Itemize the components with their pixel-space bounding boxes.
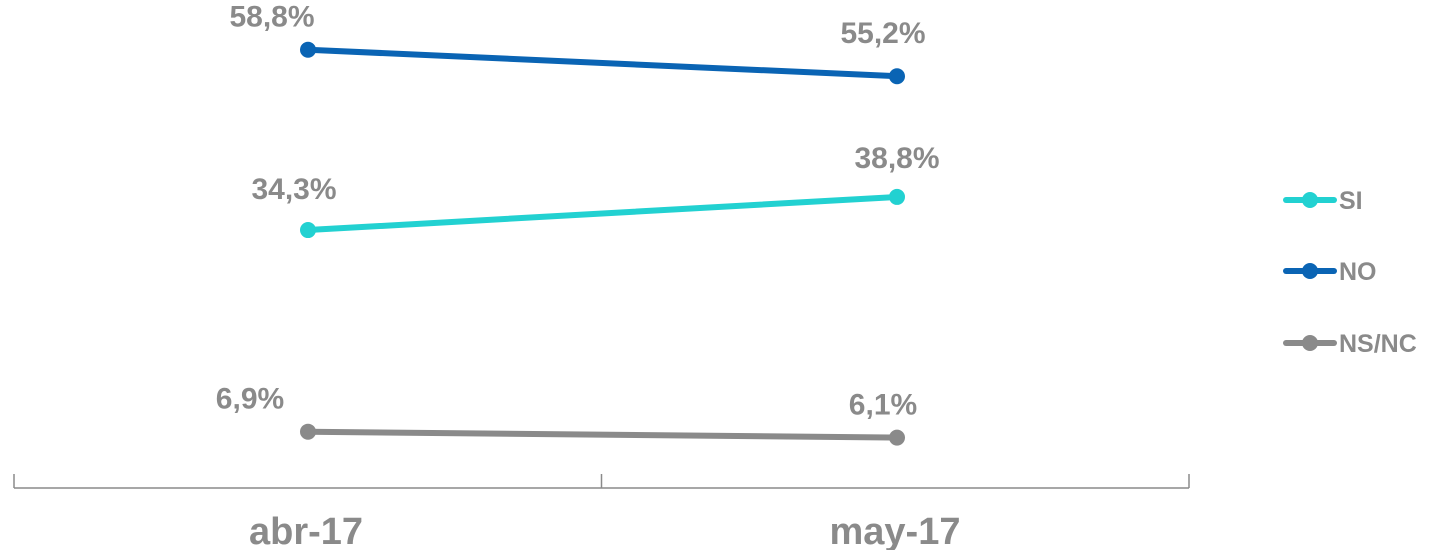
legend-label-ns-nc: NS/NC: [1339, 330, 1417, 358]
data-label-si-may-17: 38,8%: [854, 142, 939, 175]
series-line-no: [305, 46, 900, 80]
series-line-ns-nc: [305, 428, 900, 441]
series-si: 34,3% 38,8%: [251, 142, 940, 239]
legend-label-no: NO: [1339, 258, 1377, 286]
series-no: 58,8% 55,2%: [229, 1, 926, 85]
data-point-si-may-17: [889, 188, 905, 205]
series-ns-nc: 6,9% 6,1%: [216, 383, 917, 446]
legend-swatch-marker-si: [1302, 192, 1318, 208]
data-point-si-abr-17: [300, 222, 316, 239]
legend-swatch-marker-no: [1302, 263, 1318, 279]
legend-item-no: NO: [1283, 258, 1377, 286]
data-label-no-abr-17: 58,8%: [229, 1, 314, 34]
legend-item-si: SI: [1283, 187, 1363, 215]
data-label-si-abr-17: 34,3%: [251, 173, 336, 206]
x-tick-label-may-17: may-17: [830, 511, 961, 550]
x-tick-label-abr-17: abr-17: [249, 511, 363, 550]
legend-swatch-marker-ns-nc: [1302, 335, 1318, 351]
data-label-ns-nc-may-17: 6,1%: [849, 389, 917, 422]
series-line-si: [305, 193, 900, 234]
data-point-ns-nc-may-17: [889, 429, 905, 446]
x-axis: abr-17 may-17: [13, 474, 1190, 550]
data-point-no-abr-17: [300, 41, 316, 58]
legend: SI NO NS/NC: [1283, 187, 1417, 358]
data-point-no-may-17: [889, 68, 905, 85]
data-point-ns-nc-abr-17: [300, 423, 316, 440]
data-label-no-may-17: 55,2%: [840, 17, 925, 50]
series-layer: 34,3% 38,8% 58,8% 55,2% 6,9% 6,1%: [216, 1, 940, 446]
data-label-ns-nc-abr-17: 6,9%: [216, 383, 284, 416]
legend-label-si: SI: [1339, 187, 1363, 215]
legend-item-ns-nc: NS/NC: [1283, 330, 1417, 358]
